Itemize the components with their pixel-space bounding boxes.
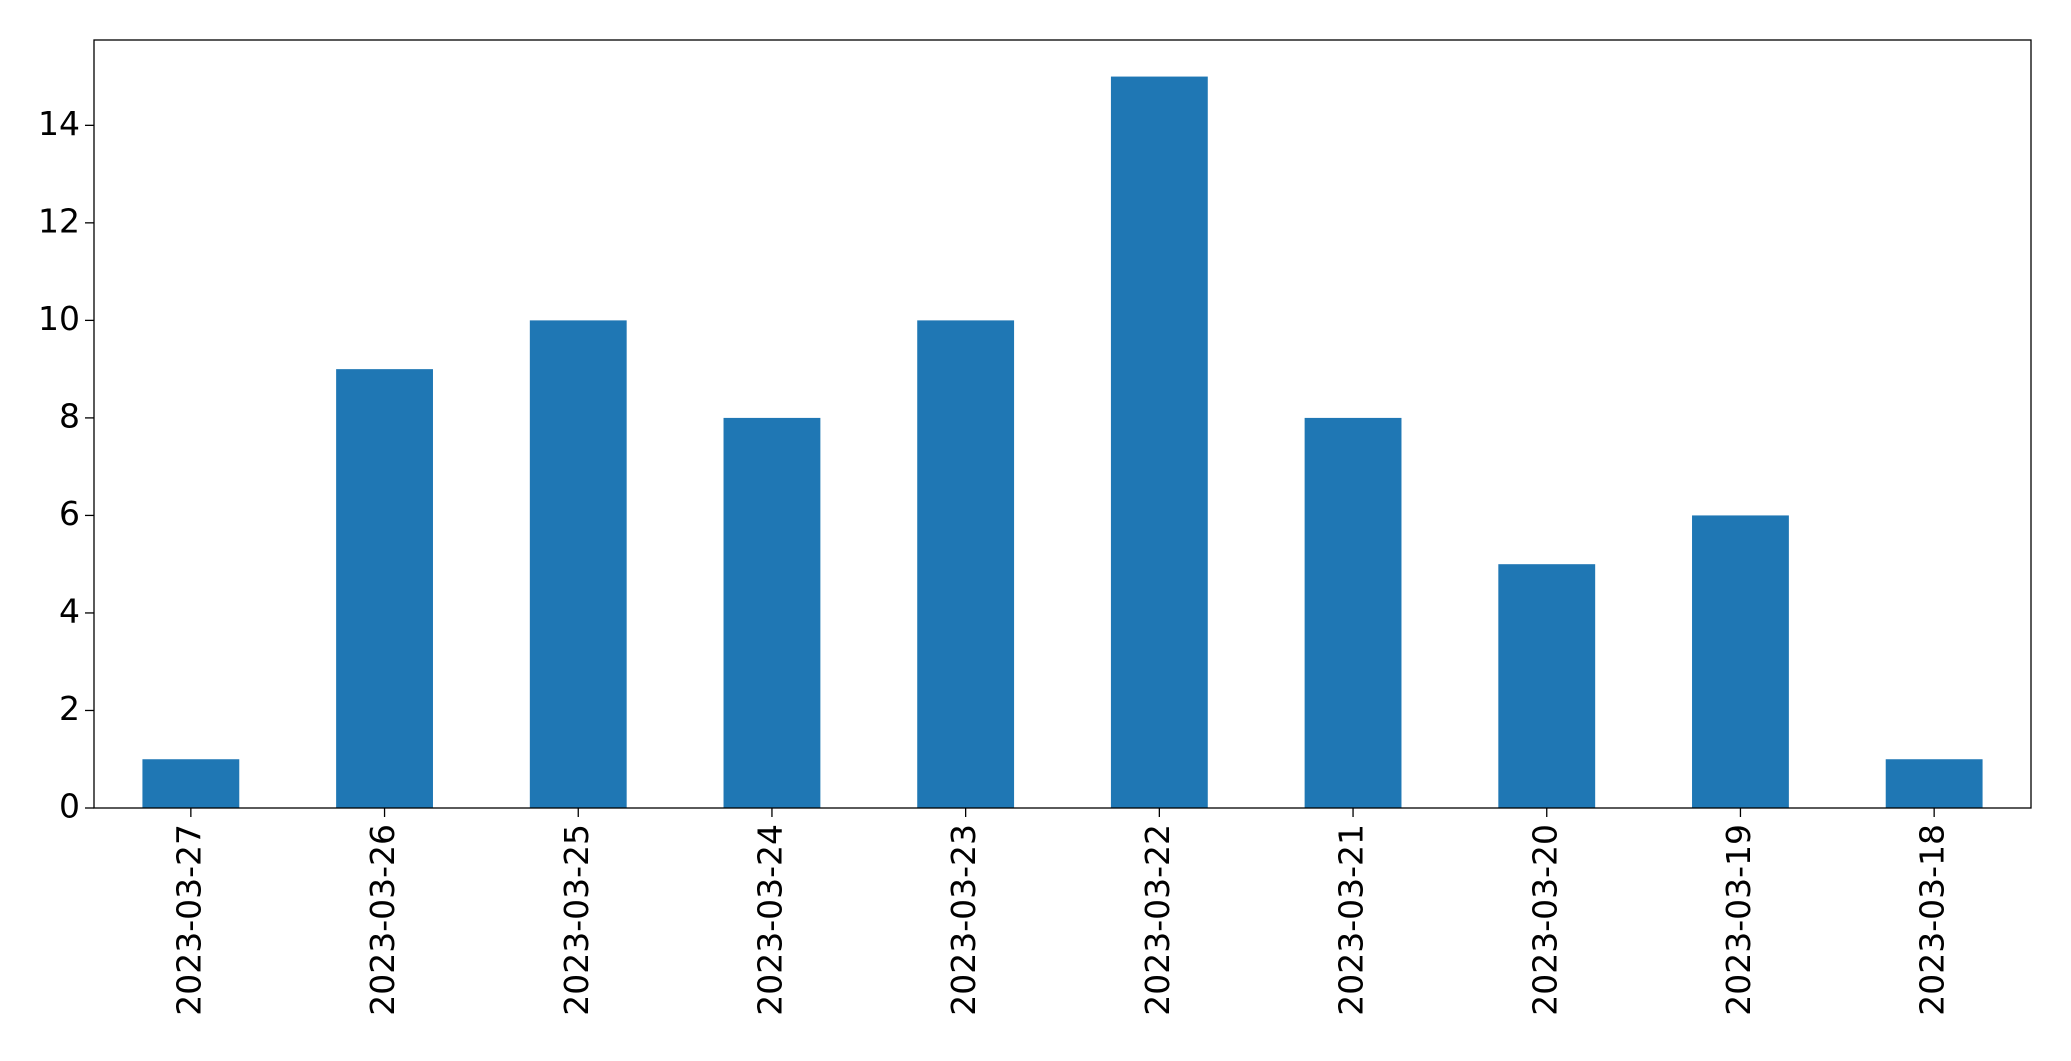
bar	[1110, 76, 1208, 809]
bar	[529, 320, 627, 808]
y-tick-label: 0	[59, 787, 80, 826]
y-tick-label: 6	[59, 494, 80, 533]
x-tick-label: 2023-03-23	[944, 824, 983, 1016]
bar	[917, 320, 1015, 808]
y-tick-label: 14	[38, 104, 80, 143]
y-tick-label: 10	[38, 299, 80, 338]
bar	[723, 417, 821, 808]
bar	[336, 369, 433, 808]
bar	[1885, 759, 1983, 808]
x-tick-label: 2023-03-24	[750, 824, 789, 1016]
y-tick-label: 8	[59, 396, 80, 435]
bar	[142, 759, 240, 808]
x-tick-label: 2023-03-20	[1525, 824, 1564, 1016]
x-tick-label: 2023-03-22	[1138, 824, 1177, 1016]
x-tick-label: 2023-03-18	[1913, 824, 1952, 1016]
bar	[1304, 417, 1402, 808]
bar	[1498, 564, 1596, 808]
plot-frame	[93, 39, 2032, 809]
x-tick-label: 2023-03-21	[1332, 824, 1371, 1016]
x-tick-label: 2023-03-19	[1719, 824, 1758, 1016]
x-tick-label: 2023-03-25	[557, 824, 596, 1016]
y-tick-label: 4	[59, 591, 80, 630]
y-tick-label: 12	[38, 201, 80, 240]
y-tick-label: 2	[59, 689, 80, 728]
x-tick-label: 2023-03-27	[169, 824, 208, 1016]
bar	[1692, 515, 1789, 808]
x-tick-label: 2023-03-26	[363, 824, 402, 1016]
